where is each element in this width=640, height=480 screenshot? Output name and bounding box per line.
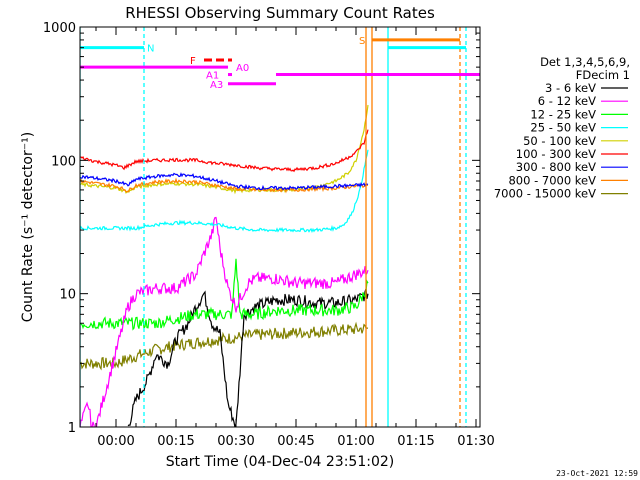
series-line-6: [80, 177, 368, 194]
y-tick-label: 100: [51, 154, 76, 169]
series-line-1: [127, 288, 369, 427]
y-axis-label: Count Rate (s⁻¹ detector⁻¹): [20, 132, 36, 322]
date-stamp: 23-Oct-2021 12:59: [556, 469, 638, 478]
series-line-2: [80, 258, 369, 331]
legend-entry-label: 3 - 6 keV: [545, 81, 596, 95]
series-line-8: [80, 129, 369, 173]
flag-label-n: N: [147, 44, 154, 55]
x-tick-label: 01:15: [397, 434, 434, 449]
series-line-4: [80, 149, 369, 234]
y-tick-label: 1000: [43, 21, 76, 36]
x-tick-label: 00:00: [97, 434, 134, 449]
x-tick-label: 01:30: [457, 434, 494, 449]
legend-entry-label: 100 - 300 keV: [516, 147, 596, 161]
legend-entry-label: 25 - 50 keV: [530, 121, 596, 135]
series-line-3: [80, 216, 369, 427]
legend-entry-label: 7000 - 15000 keV: [494, 187, 596, 201]
legend-entry-label: 300 - 800 keV: [516, 160, 596, 174]
chart-title: RHESSI Observing Summary Count Rates: [125, 4, 435, 22]
series-line-0: [80, 321, 369, 371]
legend-entry-label: 6 - 12 keV: [538, 94, 596, 108]
series-line-7: [80, 172, 369, 191]
plot-frame: [79, 26, 481, 428]
flag-label-a3: A3: [210, 80, 223, 91]
legend-entry-label: 50 - 100 keV: [523, 134, 596, 148]
legend-entry-label: 800 - 7000 keV: [508, 173, 596, 187]
flag-label-f: F: [190, 56, 196, 67]
flag-label-s: S: [359, 36, 365, 47]
series-line-5: [80, 104, 369, 195]
x-tick-label: 00:45: [277, 434, 314, 449]
x-tick-label: 00:30: [217, 434, 254, 449]
flag-label-a0: A0: [236, 63, 249, 74]
y-tick-label: 1: [68, 421, 76, 436]
y-tick-label: 10: [59, 288, 76, 303]
x-tick-label: 01:00: [337, 434, 374, 449]
flag-label-a1: A1: [206, 71, 219, 82]
legend-header-line: FDecim 1: [576, 68, 630, 82]
x-axis-label: Start Time (04-Dec-04 23:51:02): [166, 454, 394, 470]
x-tick-label: 00:15: [157, 434, 194, 449]
legend-entry-label: 12 - 25 keV: [530, 107, 596, 121]
legend-header-line: Det 1,3,4,5,6,9,: [540, 55, 630, 69]
